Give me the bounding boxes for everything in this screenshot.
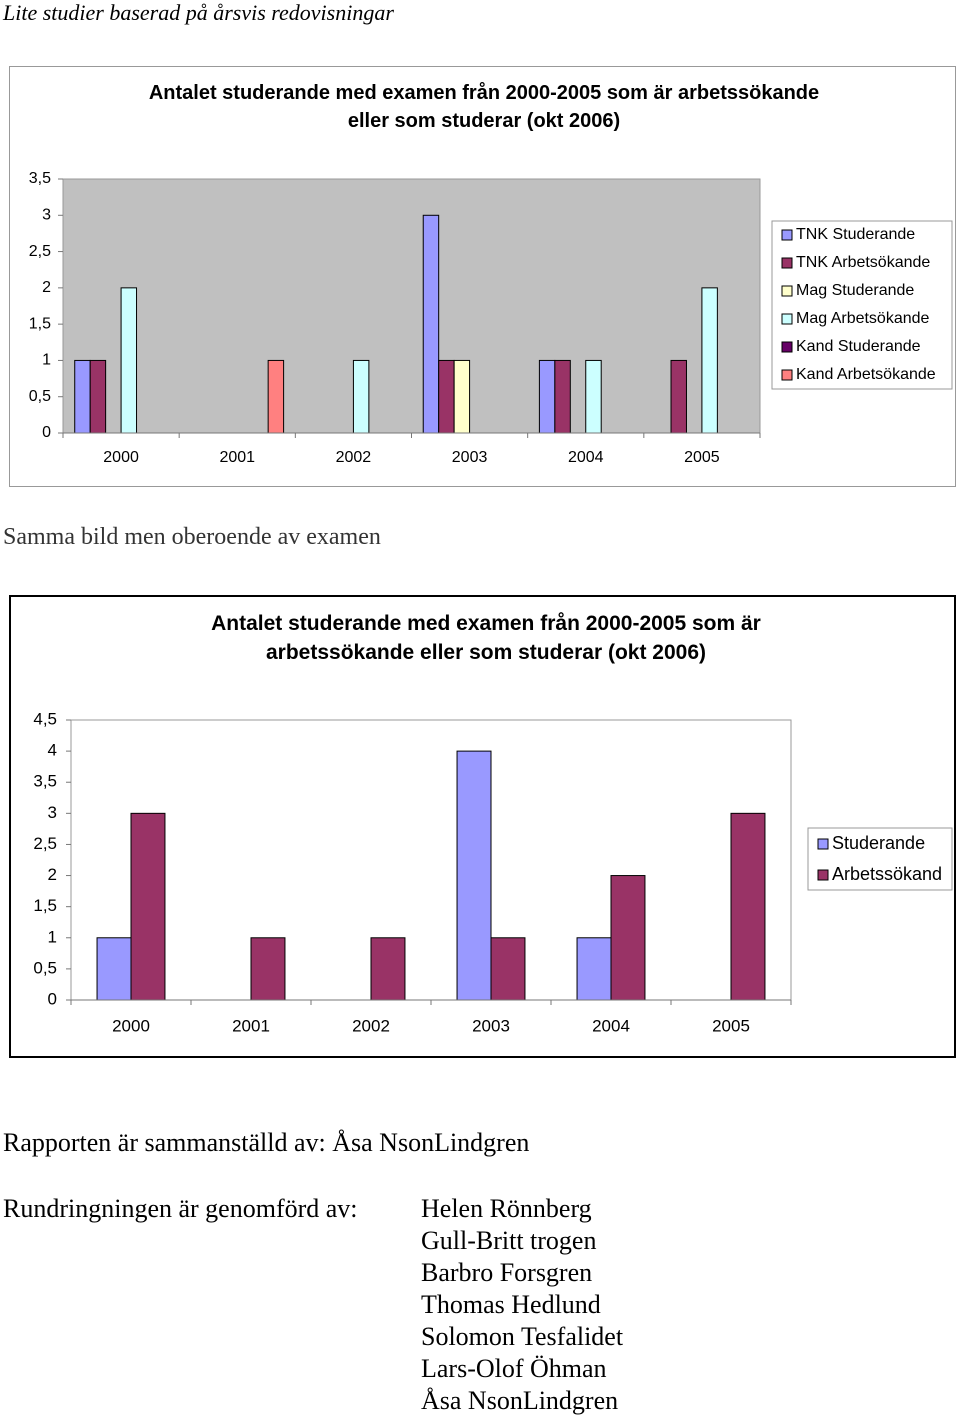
legend-box xyxy=(771,220,953,390)
x-tick-label: 2000 xyxy=(103,449,139,466)
legend-label: Kand Studerande xyxy=(796,338,921,355)
bar xyxy=(456,750,492,1001)
legend-swatch xyxy=(781,313,793,325)
x-tick-label: 2005 xyxy=(712,1016,750,1035)
y-tick-label: 0,5 xyxy=(29,388,51,405)
x-tick-label: 2001 xyxy=(232,1016,270,1035)
bar xyxy=(96,937,132,1001)
bar xyxy=(74,359,91,434)
legend-label: Arbetssökand xyxy=(832,864,942,884)
bar xyxy=(610,875,646,1001)
y-tick-label: 2 xyxy=(48,865,57,884)
legend-swatch xyxy=(781,341,793,353)
chart-title: Antalet studerande med examen från 2000-… xyxy=(148,82,820,132)
x-tick-label: 2002 xyxy=(336,449,372,466)
y-tick-label: 4,5 xyxy=(33,709,57,728)
name: Solomon Tesfalidet xyxy=(421,1322,624,1351)
survey-by-label: Rundringningen är genomförd av: xyxy=(3,1194,358,1223)
bar xyxy=(701,287,718,434)
y-tick-label: 1,5 xyxy=(29,315,51,332)
bar xyxy=(554,359,571,434)
x-tick-label: 2004 xyxy=(592,1016,630,1035)
x-tick-label: 2005 xyxy=(684,449,720,466)
bar xyxy=(250,937,286,1001)
name: Åsa NsonLindgren xyxy=(421,1386,619,1415)
bar xyxy=(490,937,526,1001)
y-tick-label: 2,5 xyxy=(29,243,51,260)
chart-title: Antalet studerande med examen från 2000-… xyxy=(211,612,761,665)
y-tick-label: 0,5 xyxy=(33,958,57,977)
bar xyxy=(370,937,406,1001)
y-tick-label: 0 xyxy=(42,424,51,441)
plot-area xyxy=(62,178,761,434)
y-tick-label: 3 xyxy=(48,803,57,822)
bar xyxy=(585,359,602,434)
bar xyxy=(267,359,285,434)
x-tick-label: 2002 xyxy=(352,1016,390,1035)
bar xyxy=(576,937,612,1001)
bar xyxy=(730,812,766,1001)
bar xyxy=(89,359,107,434)
name: Lars-Olof Öhman xyxy=(421,1354,607,1383)
bar xyxy=(538,359,556,434)
header: Lite studier baserad på årsvis redovisni… xyxy=(3,0,394,25)
legend-swatch xyxy=(817,869,829,881)
y-tick-label: 4 xyxy=(48,741,57,760)
y-tick-label: 1 xyxy=(48,927,57,946)
bar xyxy=(130,812,166,1001)
legend-swatch xyxy=(781,285,793,297)
legend-swatch xyxy=(817,838,829,850)
bar xyxy=(352,359,370,434)
legend-box xyxy=(807,827,953,891)
legend-label: Kand Arbetsökande xyxy=(796,366,936,383)
name: Barbro Forsgren xyxy=(421,1258,593,1287)
y-tick-label: 3,5 xyxy=(33,772,57,791)
bar xyxy=(422,214,440,434)
chart-svg: 0 0,5 1 1,5 2 2,5 3 3,5 2000 2001 2002 2003 2004 2005… xyxy=(29,170,953,466)
chart: Antalet studerande med examen från 2000-… xyxy=(9,66,956,487)
legend-swatch xyxy=(781,369,793,381)
y-tick-label: 2 xyxy=(42,279,51,296)
legend-swatch xyxy=(781,257,793,269)
x-tick-label: 2000 xyxy=(112,1016,150,1035)
legend-swatch xyxy=(781,229,793,241)
x-tick-label: 2001 xyxy=(219,449,255,466)
y-tick-label: 1 xyxy=(42,352,51,369)
y-tick-label: 2,5 xyxy=(33,834,57,853)
name: Gull-Britt trogen xyxy=(421,1226,597,1255)
chart: Antalet studerande med examen från 2000-… xyxy=(9,595,956,1058)
x-tick-label: 2003 xyxy=(472,1016,510,1035)
report-by: Rapporten är sammanställd av: Åsa NsonLi… xyxy=(3,1128,530,1157)
y-tick-label: 1,5 xyxy=(33,896,57,915)
y-tick-label: 0 xyxy=(48,989,57,1008)
bar xyxy=(453,359,471,434)
x-tick-label: 2003 xyxy=(452,449,488,466)
bar xyxy=(120,287,138,434)
name: Helen Rönnberg xyxy=(421,1194,592,1223)
section-heading: Samma bild men oberoende av examen xyxy=(3,524,381,550)
y-tick-label: 3 xyxy=(42,207,51,224)
legend-label: Studerande xyxy=(832,833,925,853)
legend-label: TNK Arbetsökande xyxy=(796,254,930,271)
x-tick-label: 2004 xyxy=(568,449,604,466)
name: Thomas Hedlund xyxy=(421,1290,601,1319)
y-tick-label: 3,5 xyxy=(29,170,51,187)
legend-label: Mag Arbetsökande xyxy=(796,310,930,327)
bar xyxy=(438,359,455,434)
plot-area xyxy=(70,719,792,1001)
bar xyxy=(670,359,687,434)
legend-label: TNK Studerande xyxy=(796,226,915,243)
legend-label: Mag Studerande xyxy=(796,282,914,299)
chart-svg: 0 0,5 1 1,5 2 2,5 3 3,5 4 4,5 2000 2001 2002 2003 2004… xyxy=(33,709,953,1035)
